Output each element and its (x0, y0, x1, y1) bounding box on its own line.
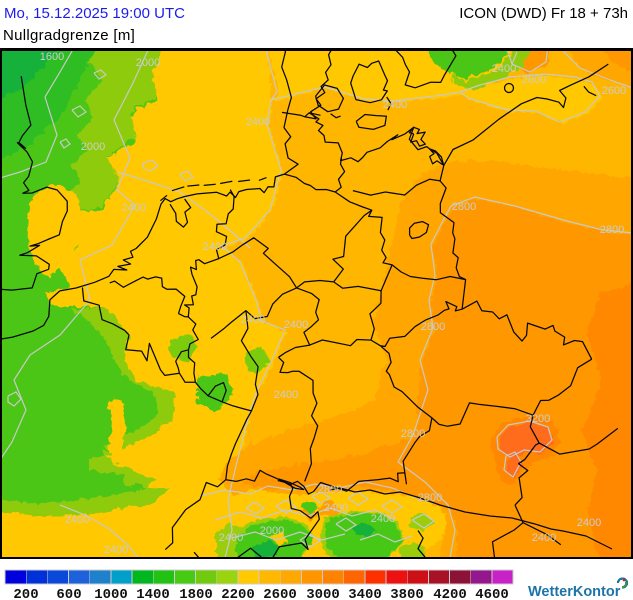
svg-text:2400: 2400 (274, 389, 298, 401)
svg-text:600: 600 (56, 587, 81, 600)
svg-text:4600: 4600 (475, 587, 509, 600)
svg-text:2600: 2600 (263, 587, 297, 600)
svg-text:1800: 1800 (179, 587, 213, 600)
svg-text:1000: 1000 (94, 587, 128, 600)
svg-text:1400: 1400 (136, 587, 170, 600)
svg-text:3800: 3800 (390, 587, 424, 600)
svg-text:2000: 2000 (260, 525, 284, 537)
svg-text:2600: 2600 (602, 85, 626, 97)
svg-text:Mo, 15.12.2025 19:00 UTC: Mo, 15.12.2025 19:00 UTC (4, 5, 185, 22)
svg-text:2200: 2200 (221, 587, 255, 600)
svg-text:1600: 1600 (40, 51, 64, 63)
svg-text:200: 200 (13, 587, 38, 600)
svg-text:2400: 2400 (104, 544, 128, 556)
svg-text:WetterKontor: WetterKontor (528, 584, 621, 600)
svg-text:2400: 2400 (246, 116, 270, 128)
svg-text:2400: 2400 (203, 241, 227, 253)
svg-text:2400: 2400 (492, 63, 516, 75)
svg-text:4200: 4200 (433, 587, 467, 600)
svg-text:2800: 2800 (421, 321, 445, 333)
svg-text:ICON (DWD) Fr 18 + 73h: ICON (DWD) Fr 18 + 73h (459, 5, 628, 22)
svg-text:2800: 2800 (418, 492, 442, 504)
svg-text:2000: 2000 (81, 141, 105, 153)
svg-text:2400: 2400 (324, 502, 348, 514)
svg-text:2400: 2400 (65, 514, 89, 526)
svg-text:2400: 2400 (284, 319, 308, 331)
svg-text:3000: 3000 (306, 587, 340, 600)
svg-text:2800: 2800 (452, 201, 476, 213)
svg-text:2400: 2400 (122, 202, 146, 214)
svg-text:2400: 2400 (532, 532, 556, 544)
svg-text:2800: 2800 (522, 74, 546, 86)
svg-text:2400: 2400 (371, 513, 395, 525)
svg-text:2000: 2000 (136, 57, 160, 69)
svg-text:2800: 2800 (401, 428, 425, 440)
svg-text:3200: 3200 (526, 413, 550, 425)
svg-text:2800: 2800 (600, 224, 624, 236)
svg-text:2400: 2400 (219, 532, 243, 544)
svg-text:2400: 2400 (577, 517, 601, 529)
svg-text:3400: 3400 (348, 587, 382, 600)
svg-text:2400: 2400 (241, 314, 265, 326)
svg-text:2800: 2800 (318, 484, 342, 496)
svg-text:2400: 2400 (383, 99, 407, 111)
svg-text:Nullgradgrenze [m]: Nullgradgrenze [m] (3, 27, 135, 44)
